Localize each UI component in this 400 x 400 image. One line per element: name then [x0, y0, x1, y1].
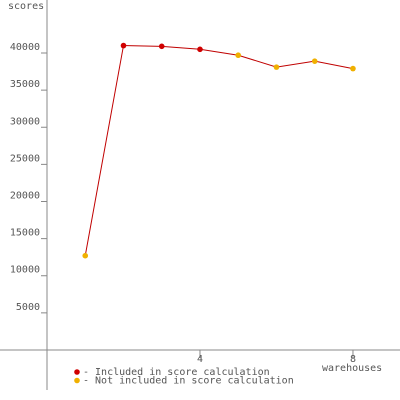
- data-point: [158, 43, 165, 50]
- x-tick-label: 8: [350, 354, 356, 365]
- y-tick-label: 15000: [10, 228, 40, 239]
- y-tick-label: 5000: [16, 302, 40, 313]
- data-point: [197, 46, 203, 53]
- y-tick-label: 10000: [10, 265, 40, 276]
- y-tick-label: 25000: [10, 153, 40, 164]
- data-point: [82, 252, 89, 259]
- y-tick-label: 30000: [10, 116, 40, 127]
- x-axis-label: warehouses: [322, 363, 382, 374]
- y-tick-label: 35000: [10, 79, 40, 90]
- legend-label: - Included in score calculation: [83, 367, 270, 378]
- y-tick-label: 20000: [10, 190, 40, 201]
- y-axis-label: scores: [8, 1, 44, 12]
- data-point: [120, 42, 127, 49]
- data-line: [84, 45, 354, 256]
- data-point: [311, 58, 318, 64]
- x-tick-label: 4: [197, 354, 203, 365]
- data-point: [350, 65, 356, 72]
- legend-label: - Not included in score calculation: [83, 376, 294, 387]
- legend-marker: [74, 377, 80, 384]
- legend-marker: [74, 369, 80, 375]
- data-point: [235, 52, 242, 59]
- data-point: [273, 64, 280, 70]
- y-tick-label: 40000: [10, 42, 40, 53]
